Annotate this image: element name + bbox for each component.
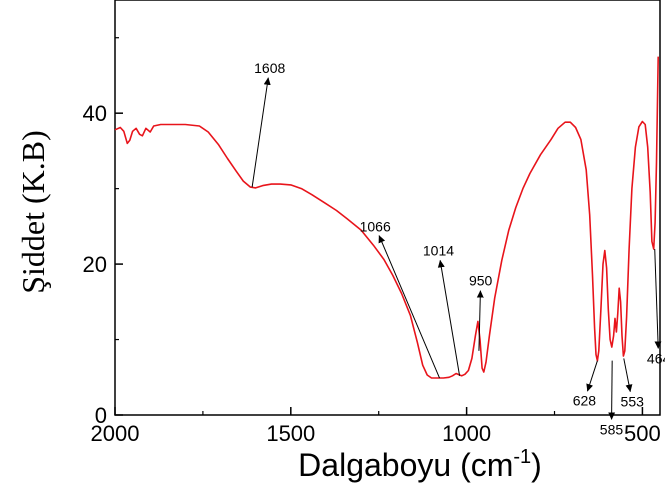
- annotation-label: 950: [469, 273, 493, 289]
- series-line: [114, 56, 659, 379]
- annotation-label: 553: [621, 393, 645, 409]
- annotation-label: 1014: [423, 243, 454, 259]
- x-tick-label: 500: [624, 421, 661, 446]
- annotation-arrow: [476, 290, 484, 351]
- y-tick-label: 0: [95, 403, 107, 428]
- annotation-label: 1066: [360, 218, 391, 234]
- annotation-label: 464: [647, 350, 665, 366]
- annotation-arrow: [378, 235, 440, 379]
- x-axis-title-superscript: -1: [513, 446, 531, 468]
- annotation-arrow: [623, 358, 633, 393]
- series-layer: [114, 56, 659, 379]
- plot-frame: [114, 0, 661, 416]
- x-axis-title-end: ): [531, 447, 542, 483]
- annotation-arrow: [251, 77, 271, 188]
- annotation-arrow: [437, 259, 461, 376]
- annotation-arrow: [586, 360, 598, 392]
- x-axis-title: Dalgaboyu (cm-1): [298, 446, 542, 483]
- axis-ticks: 2000 1500 1000 500 0 20 40: [83, 37, 661, 446]
- x-axis-title-text: Dalgaboyu (cm: [298, 447, 513, 483]
- annotation-label: 585: [600, 421, 624, 437]
- x-tick-label: 1500: [266, 421, 315, 446]
- y-axis-title: Şiddet (K.B): [15, 130, 51, 294]
- x-tick-label: 1000: [442, 421, 491, 446]
- y-tick-label: 40: [83, 101, 107, 126]
- annotation-label: 628: [573, 393, 597, 409]
- annotation-arrow: [654, 248, 662, 349]
- y-tick-label: 20: [83, 252, 107, 277]
- x-tick-label: 2000: [91, 421, 140, 446]
- annotation-arrow: [608, 360, 616, 420]
- annotation-label: 1608: [254, 60, 285, 76]
